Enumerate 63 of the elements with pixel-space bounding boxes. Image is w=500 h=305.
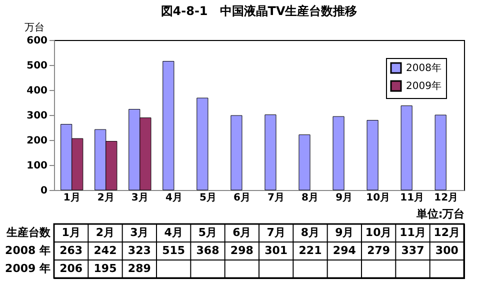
- y-tick-label: 500: [26, 60, 48, 72]
- text: 2008 年: [5, 244, 50, 257]
- data-label: 294: [332, 244, 356, 257]
- x-tick-label: 6月: [234, 192, 250, 204]
- data-label: 368: [196, 244, 220, 257]
- category-label: 7月: [266, 226, 286, 239]
- data-label: 300: [435, 244, 459, 257]
- x-tick-label: 9月: [336, 192, 353, 204]
- bar: [400, 106, 412, 190]
- x-tick-label: 12月: [434, 192, 458, 204]
- category-label: 10月: [365, 226, 392, 239]
- data-label: 279: [367, 244, 390, 257]
- data-label: 206: [60, 262, 83, 275]
- bar: [332, 116, 344, 190]
- category-label: 4月: [164, 226, 183, 239]
- category-label: 3月: [130, 226, 149, 239]
- x-tick-label: 11月: [400, 192, 424, 204]
- y-tick-label: 400: [26, 86, 48, 96]
- data-label: 301: [264, 244, 288, 257]
- text: 単位:万台: [415, 207, 465, 220]
- bar: [298, 134, 310, 190]
- y-tick-label: 200: [26, 136, 48, 146]
- data-label: 515: [162, 244, 186, 257]
- category-label: 5月: [198, 226, 218, 239]
- data-label: 221: [298, 244, 322, 257]
- bar: [264, 114, 276, 190]
- x-tick-label: 8月: [302, 192, 319, 204]
- text: 生産台数: [6, 226, 52, 239]
- y-axis-title: 万台: [24, 22, 44, 34]
- x-tick-label: 2月: [97, 192, 114, 204]
- category-label: 9月: [335, 226, 354, 239]
- y-tick-label: 100: [26, 160, 48, 172]
- x-tick-label: 5月: [199, 192, 216, 204]
- data-label: 242: [94, 244, 117, 257]
- legend-label: 2008年: [406, 62, 442, 74]
- category-label: 2月: [96, 226, 115, 239]
- bar: [230, 115, 242, 190]
- category-label: 11月: [400, 226, 426, 239]
- data-label: 298: [230, 244, 254, 257]
- x-tick-label: 10月: [366, 192, 390, 204]
- category-label: 8月: [300, 226, 320, 239]
- y-tick-label: 600: [26, 36, 48, 46]
- data-label: 337: [401, 244, 424, 257]
- x-tick-label: 7月: [268, 192, 284, 204]
- bar: [434, 114, 446, 190]
- category-label: 6月: [232, 226, 252, 239]
- data-label: 263: [60, 244, 83, 257]
- category-label: 1月: [62, 226, 80, 239]
- bar: [196, 98, 208, 190]
- chart-title: 図4-8-1 中国液晶TV生産台数推移: [160, 4, 358, 18]
- x-tick-label: 1月: [63, 192, 80, 204]
- y-tick-label: 0: [40, 186, 48, 196]
- bar: [366, 120, 378, 190]
- legend-label: 2009年: [406, 80, 442, 92]
- data-label: 195: [94, 262, 117, 275]
- data-label: 289: [128, 262, 151, 275]
- category-label: 12月: [434, 226, 460, 239]
- data-label: 323: [128, 244, 151, 257]
- text: 2009 年: [5, 262, 50, 275]
- y-tick-label: 300: [26, 110, 48, 122]
- x-tick-label: 3月: [131, 192, 148, 204]
- bar: [162, 61, 174, 190]
- x-tick-label: 4月: [165, 192, 182, 204]
